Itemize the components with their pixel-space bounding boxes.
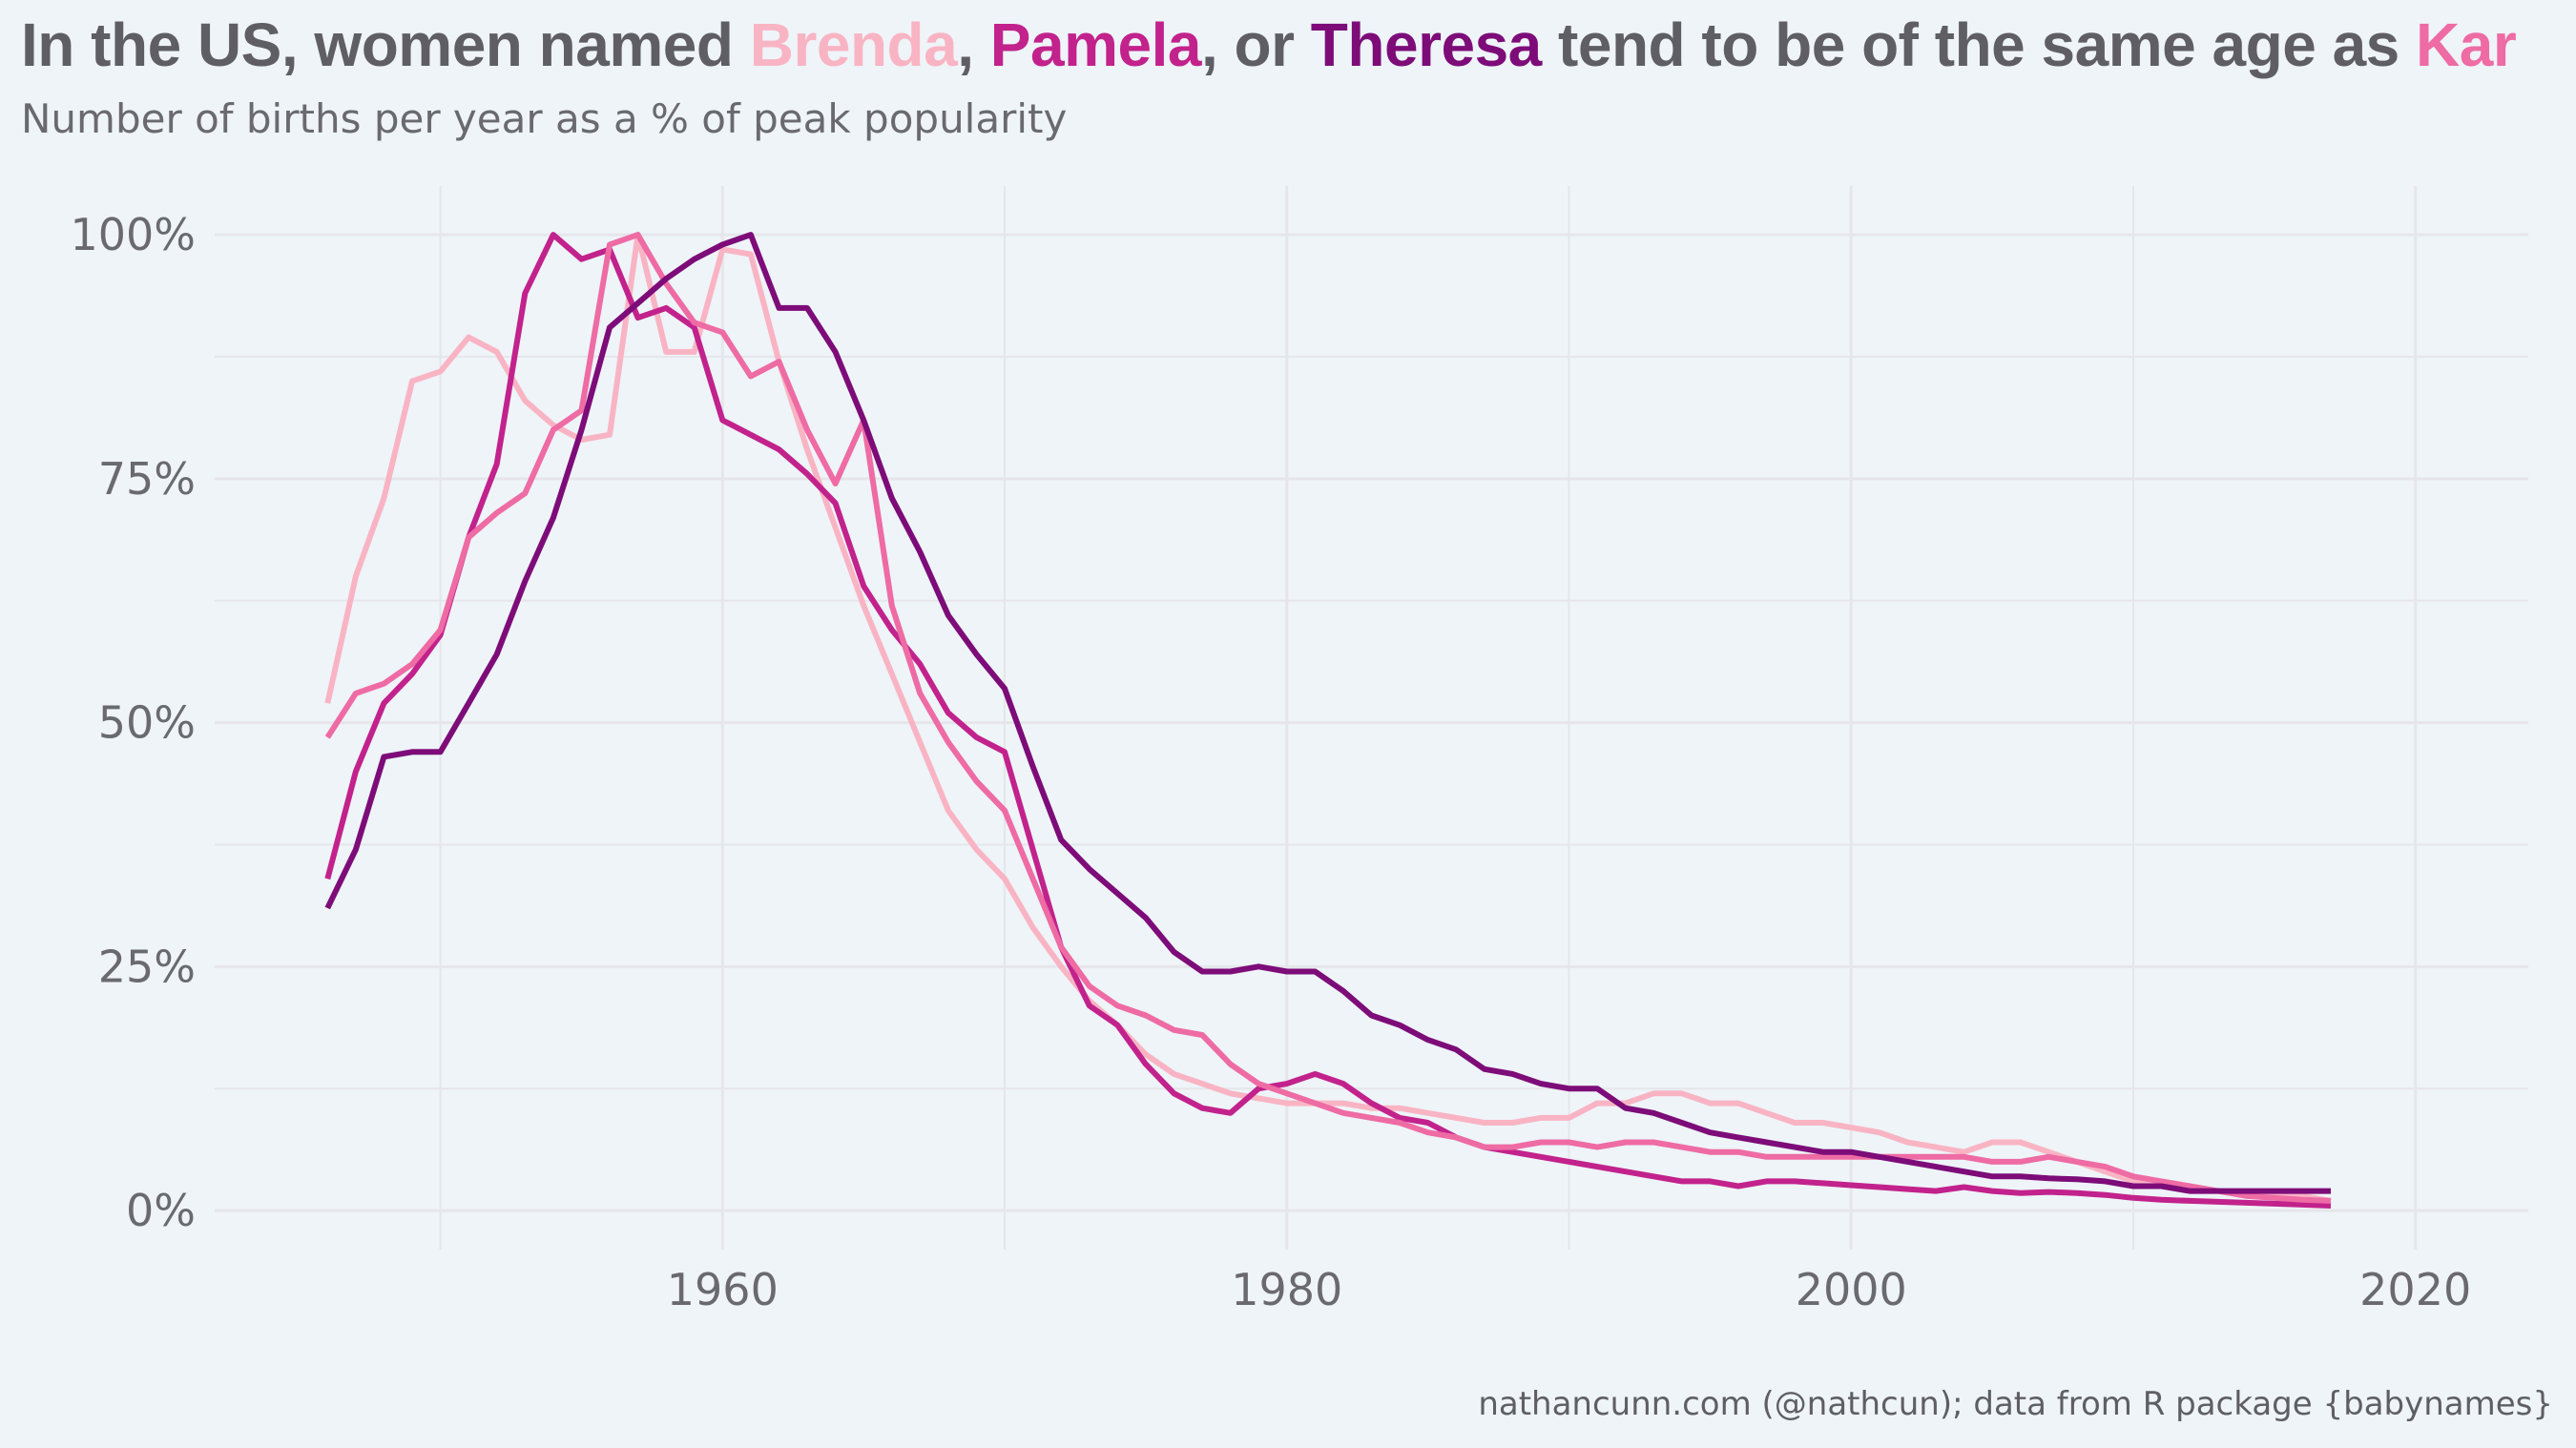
x-tick-label: 1960: [667, 1264, 779, 1315]
series-lines: [324, 232, 2332, 1209]
chart-title: In the US, women named Brenda, Pamela, o…: [21, 10, 2517, 80]
title-sep2: , or: [1200, 10, 1311, 79]
x-tick-label: 1980: [1231, 1264, 1342, 1315]
y-tick-label: 25%: [98, 941, 196, 992]
title-sep1: ,: [957, 10, 990, 79]
title-name-theresa: Theresa: [1310, 10, 1542, 79]
chart-caption: nathancunn.com (@nathcun); data from R p…: [1478, 1385, 2553, 1423]
y-tick-label: 0%: [126, 1185, 196, 1236]
chart-subtitle: Number of births per year as a % of peak…: [21, 95, 1068, 142]
title-name-karen: Kar: [2416, 10, 2517, 79]
grid-lines: [215, 186, 2528, 1250]
y-tick-label: 100%: [70, 209, 196, 260]
y-axis-tick-labels: 0% 25% 50% 75% 100%: [70, 209, 196, 1236]
y-tick-label: 75%: [98, 453, 196, 505]
x-tick-label: 2020: [2359, 1264, 2471, 1315]
title-name-pamela: Pamela: [989, 10, 1202, 79]
title-middle: tend to be of the same age as: [1541, 10, 2417, 79]
series-line-theresa: [324, 232, 2331, 1194]
y-tick-label: 50%: [98, 697, 196, 749]
title-prefix: In the US, women named: [21, 10, 750, 79]
x-tick-label: 2000: [1796, 1264, 1907, 1315]
series-line-karen: [324, 232, 2332, 1204]
series-line-brenda: [324, 232, 2332, 1204]
title-name-brenda: Brenda: [749, 10, 958, 79]
x-axis-tick-labels: 1960 1980 2000 2020: [667, 1264, 2471, 1315]
series-line-pamela: [324, 232, 2332, 1209]
